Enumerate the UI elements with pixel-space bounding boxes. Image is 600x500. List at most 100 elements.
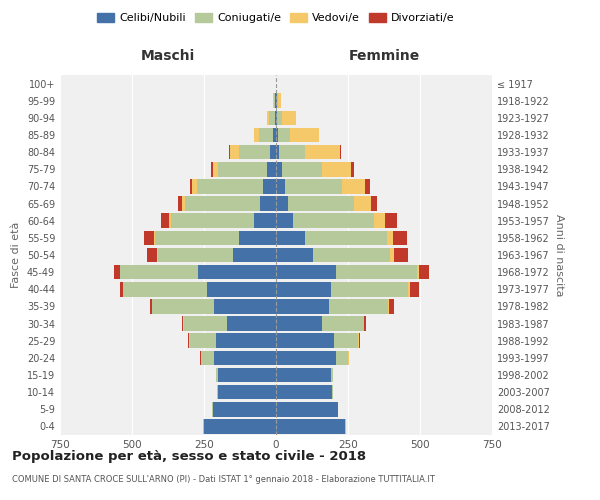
- Bar: [121, 265, 198, 280]
- Legend: Celibi/Nubili, Coniugati/e, Vedovi/e, Divorziati/e: Celibi/Nubili, Coniugati/e, Vedovi/e, Di…: [93, 8, 459, 28]
- Bar: [276, 282, 331, 296]
- Bar: [263, 179, 276, 194]
- Bar: [351, 162, 354, 176]
- Bar: [332, 385, 334, 400]
- Bar: [276, 230, 305, 245]
- Bar: [120, 282, 123, 296]
- Bar: [374, 214, 385, 228]
- Bar: [169, 214, 171, 228]
- Bar: [409, 282, 410, 296]
- Bar: [274, 94, 275, 108]
- Bar: [268, 110, 269, 125]
- Bar: [276, 299, 329, 314]
- Bar: [214, 350, 276, 365]
- Bar: [337, 350, 348, 365]
- Bar: [282, 110, 296, 125]
- Bar: [359, 334, 360, 348]
- Bar: [276, 316, 322, 331]
- Bar: [392, 230, 407, 245]
- Bar: [340, 145, 341, 160]
- Bar: [178, 196, 182, 211]
- Bar: [212, 162, 218, 176]
- Bar: [275, 110, 276, 125]
- Bar: [254, 128, 259, 142]
- Bar: [201, 350, 214, 365]
- Bar: [282, 162, 322, 176]
- Bar: [215, 368, 218, 382]
- Bar: [204, 419, 276, 434]
- Bar: [218, 162, 268, 176]
- Bar: [290, 128, 319, 142]
- Bar: [276, 214, 293, 228]
- Bar: [276, 162, 282, 176]
- Bar: [217, 385, 218, 400]
- Bar: [287, 196, 354, 211]
- Bar: [276, 110, 277, 125]
- Bar: [211, 162, 212, 176]
- Bar: [276, 368, 331, 382]
- Bar: [114, 265, 120, 280]
- Bar: [284, 179, 342, 194]
- Bar: [182, 316, 183, 331]
- Bar: [276, 334, 334, 348]
- Bar: [171, 214, 254, 228]
- Bar: [276, 128, 278, 142]
- Bar: [155, 230, 239, 245]
- Bar: [254, 214, 276, 228]
- Bar: [276, 419, 345, 434]
- Bar: [277, 94, 278, 108]
- Bar: [331, 282, 409, 296]
- Text: Femmine: Femmine: [349, 48, 419, 62]
- Bar: [124, 282, 207, 296]
- Bar: [157, 248, 158, 262]
- Text: COMUNE DI SANTA CROCE SULL'ARNO (PI) - Dati ISTAT 1° gennaio 2018 - Elaborazione: COMUNE DI SANTA CROCE SULL'ARNO (PI) - D…: [12, 475, 435, 484]
- Bar: [276, 179, 284, 194]
- Bar: [342, 179, 365, 194]
- Bar: [280, 145, 305, 160]
- Bar: [276, 385, 332, 400]
- Bar: [334, 334, 358, 348]
- Y-axis label: Anni di nascita: Anni di nascita: [554, 214, 563, 296]
- Bar: [268, 162, 276, 176]
- Bar: [337, 265, 417, 280]
- Bar: [293, 214, 374, 228]
- Bar: [410, 282, 419, 296]
- Bar: [150, 299, 152, 314]
- Bar: [147, 248, 157, 262]
- Bar: [276, 196, 287, 211]
- Bar: [207, 282, 276, 296]
- Bar: [417, 265, 419, 280]
- Bar: [270, 145, 276, 160]
- Bar: [193, 179, 197, 194]
- Bar: [161, 214, 169, 228]
- Bar: [390, 248, 394, 262]
- Bar: [419, 265, 428, 280]
- Bar: [394, 248, 409, 262]
- Bar: [227, 316, 276, 331]
- Bar: [190, 179, 193, 194]
- Bar: [214, 299, 276, 314]
- Text: Popolazione per età, sesso e stato civile - 2018: Popolazione per età, sesso e stato civil…: [12, 450, 366, 463]
- Bar: [218, 368, 276, 382]
- Bar: [197, 179, 263, 194]
- Bar: [365, 179, 370, 194]
- Bar: [184, 316, 227, 331]
- Bar: [260, 196, 276, 211]
- Bar: [185, 196, 260, 211]
- Bar: [269, 110, 275, 125]
- Bar: [239, 230, 276, 245]
- Bar: [278, 94, 281, 108]
- Bar: [385, 214, 397, 228]
- Bar: [152, 299, 214, 314]
- Bar: [218, 385, 276, 400]
- Bar: [371, 196, 377, 211]
- Bar: [305, 145, 340, 160]
- Bar: [190, 334, 215, 348]
- Bar: [198, 265, 276, 280]
- Bar: [239, 145, 270, 160]
- Bar: [389, 299, 394, 314]
- Bar: [154, 230, 155, 245]
- Bar: [143, 230, 154, 245]
- Y-axis label: Fasce di età: Fasce di età: [11, 222, 21, 288]
- Bar: [276, 265, 337, 280]
